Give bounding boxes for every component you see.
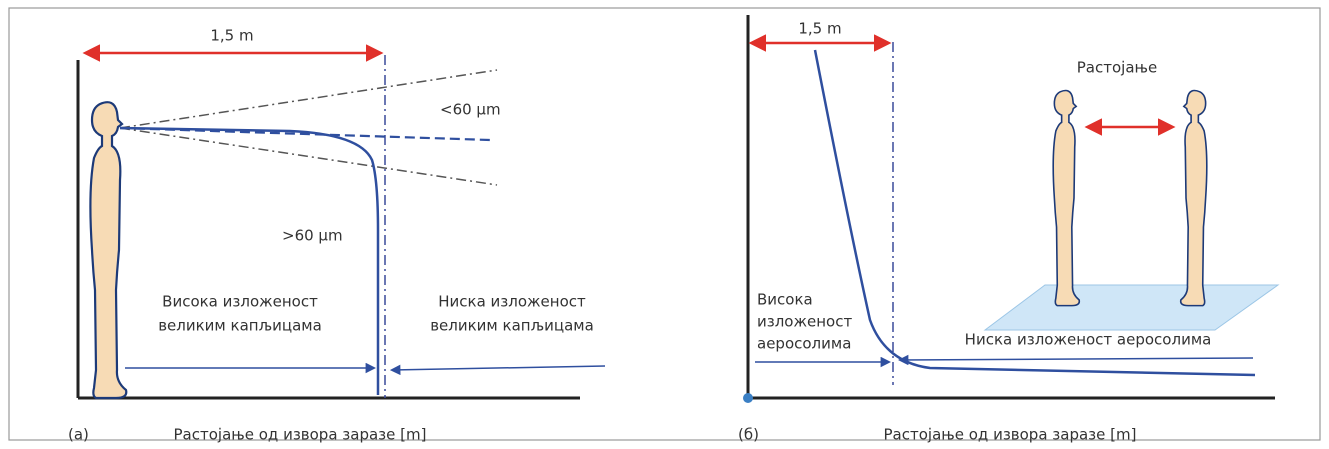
cone-upper (119, 69, 498, 129)
separation-label: Растојање (1077, 59, 1157, 77)
person (89, 101, 128, 400)
origin (743, 393, 753, 403)
high-exposure: великим капљицама (158, 317, 322, 335)
high-exposure: изложеност (757, 313, 852, 331)
person (1052, 89, 1081, 307)
x-axis-title: Растојање од извора заразе [m] (884, 426, 1137, 444)
frame (8, 7, 1321, 441)
low-exposure: великим капљицама (430, 317, 594, 335)
high-exposure: Висока (757, 291, 813, 309)
distance-label: 1,5 m (798, 20, 841, 38)
distance-label: 1,5 m (210, 27, 253, 45)
low-exposure: Ниска изложеност аеросолима (965, 331, 1212, 349)
floor (983, 284, 1280, 331)
cone-lower (119, 127, 498, 186)
panel-b: 1,5 m Растојање Висока изложеност аеросо… (738, 15, 1280, 444)
large-label: >60 μm (282, 227, 343, 245)
panel-label: (б) (738, 426, 759, 444)
small-label: <60 μm (440, 101, 501, 119)
low-arrow (389, 364, 606, 376)
large-droplet-path (119, 126, 380, 395)
high-exposure: Висока изложеност (162, 293, 318, 311)
low-exposure: Ниска изложеност (438, 293, 586, 311)
low-arrow (897, 354, 1254, 366)
panel-label: (a) (68, 426, 89, 444)
x-axis-title: Растојање од извора заразе [m] (174, 426, 427, 444)
panel-a: 1,5 m <60 μm >60 μm Висока изложеност ве… (68, 27, 606, 444)
high-exposure: аеросолима (757, 335, 851, 353)
person (1179, 89, 1208, 307)
